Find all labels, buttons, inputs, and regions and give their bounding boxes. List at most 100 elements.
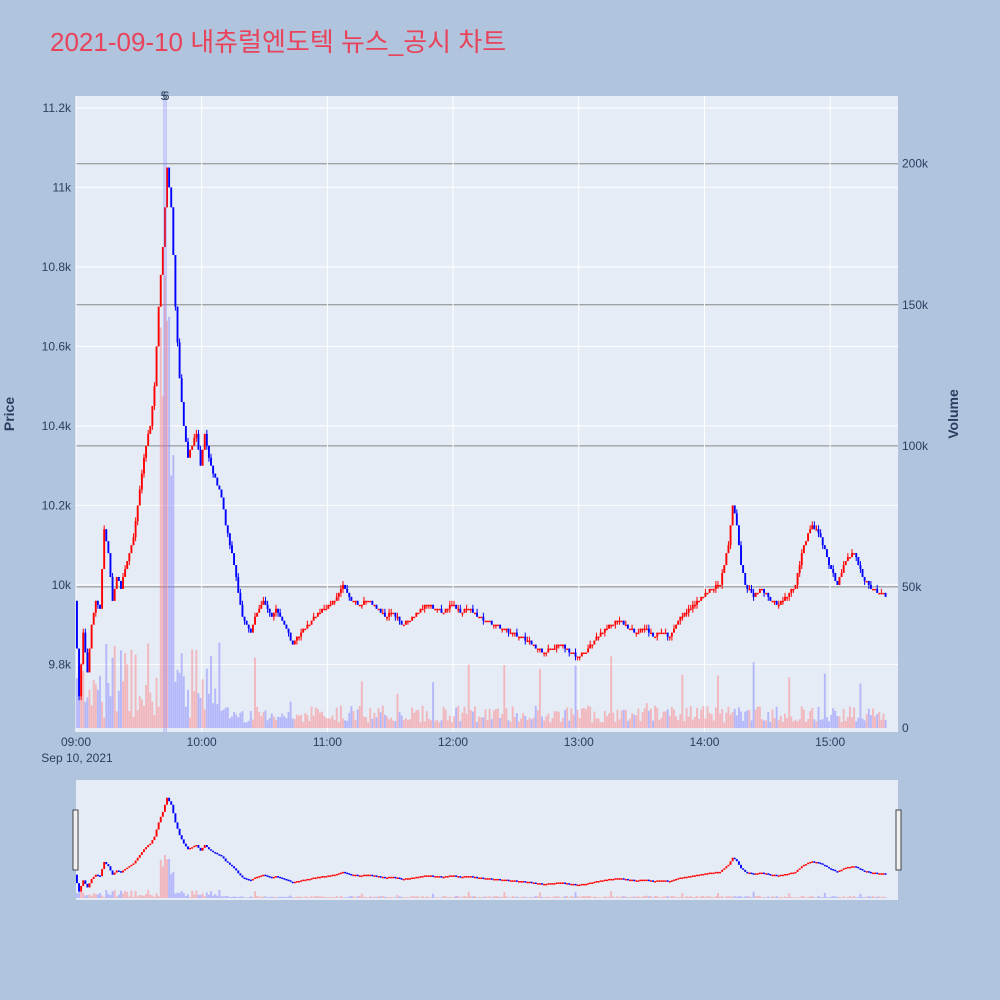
slider-volume-bar: [413, 896, 416, 898]
volume-bar: [614, 721, 617, 728]
candle-body: [603, 628, 606, 633]
slider-candle: [231, 864, 233, 867]
slider-volume-bar: [761, 897, 763, 898]
volume-bar: [559, 721, 562, 728]
volume-bar: [819, 719, 822, 728]
candle-body: [262, 600, 265, 605]
slider-volume-bar: [245, 897, 248, 898]
slider-candle: [551, 883, 554, 885]
candle-body: [415, 612, 418, 617]
volume-bar: [813, 719, 816, 728]
slider-volume-bar: [484, 896, 487, 898]
slider-volume-bar: [281, 896, 284, 898]
volume-bar: [115, 711, 118, 728]
slider-candle: [507, 879, 510, 882]
slider-volume-bar: [457, 895, 460, 898]
candle-body: [289, 632, 292, 641]
volume-bar: [779, 715, 782, 728]
slider-candle: [419, 876, 422, 878]
volume-bar: [551, 718, 554, 728]
slider-candle: [189, 847, 192, 850]
slider-volume-bar: [874, 896, 877, 898]
slider-volume-bar: [687, 896, 690, 898]
candle-body: [409, 620, 411, 623]
slider-candle: [455, 875, 458, 877]
volume-bar: [882, 713, 885, 728]
slider-volume-bar: [82, 892, 85, 898]
volume-bar: [264, 710, 267, 728]
volume-bar: [666, 709, 669, 728]
volume-bar: [530, 719, 533, 728]
slider-candle: [740, 864, 742, 869]
candle-body: [557, 644, 560, 647]
candle-body: [440, 608, 443, 613]
slider-volume-bar: [744, 896, 747, 898]
slider-volume-bar: [834, 896, 837, 898]
y-axis-title: Price: [1, 397, 17, 431]
slider-volume-bar: [337, 897, 340, 898]
candle-body: [587, 648, 590, 653]
slider-volume-bar: [677, 897, 680, 898]
slider-volume-bar: [279, 896, 282, 898]
slider-candle: [214, 852, 217, 854]
slider-candle: [396, 877, 399, 880]
candle-body: [828, 557, 830, 566]
volume-bar: [859, 683, 862, 728]
volume-bar: [668, 715, 671, 728]
candle-body: [469, 608, 472, 611]
range-slider-handle-left[interactable]: [72, 809, 79, 871]
slider-volume-bar: [549, 897, 552, 898]
range-slider-handle-right[interactable]: [895, 809, 902, 871]
slider-candle: [115, 870, 118, 873]
candle-body: [649, 632, 652, 635]
volume-bar: [413, 712, 416, 728]
candle-body: [350, 596, 353, 601]
slider-volume-bar: [578, 897, 581, 898]
slider-volume-bar: [748, 896, 751, 898]
candle-body: [293, 640, 296, 645]
slider-candle: [471, 876, 474, 878]
candle-body: [861, 569, 864, 577]
slider-volume-bar: [398, 896, 401, 898]
slider-candle: [168, 797, 171, 802]
slider-candle: [90, 878, 93, 884]
slider-volume-bar: [522, 896, 525, 898]
slider-volume-bar: [658, 897, 661, 898]
slider-volume-bar: [151, 895, 154, 898]
candle-body: [220, 489, 223, 498]
slider-candle: [670, 880, 673, 882]
candle-body: [396, 616, 399, 619]
volume-bar: [231, 716, 233, 728]
candle-body: [773, 600, 776, 603]
slider-candle: [863, 870, 866, 872]
slider-candle: [522, 881, 525, 883]
slider-volume-bar: [203, 896, 206, 898]
candle-body: [853, 553, 856, 555]
slider-candle: [761, 872, 763, 875]
candle-body: [643, 628, 646, 631]
range-slider[interactable]: [76, 780, 898, 900]
y2-tick-label: 100k: [902, 439, 929, 453]
slider-candle: [379, 876, 382, 878]
candle-body: [534, 644, 537, 649]
candle-body: [325, 608, 328, 611]
volume-bar: [101, 701, 104, 728]
volume-bar: [371, 718, 374, 728]
slider-candle: [545, 883, 548, 886]
volume-bar: [193, 691, 196, 728]
candle-body: [614, 620, 617, 625]
slider-volume-bar: [737, 896, 740, 898]
candle-body: [90, 624, 93, 649]
slider-volume-bar: [174, 893, 177, 898]
candle-body: [509, 632, 512, 635]
candle-body: [637, 632, 640, 635]
slider-volume-bar: [660, 897, 663, 898]
volume-bar: [377, 708, 380, 728]
volume-bar: [846, 716, 849, 728]
slider-volume-bar: [306, 896, 309, 898]
slider-volume-bar: [597, 897, 600, 898]
slider-candle: [124, 869, 127, 871]
slider-volume-bar: [465, 896, 468, 898]
volume-bar: [365, 717, 367, 728]
volume-bar: [564, 709, 567, 728]
